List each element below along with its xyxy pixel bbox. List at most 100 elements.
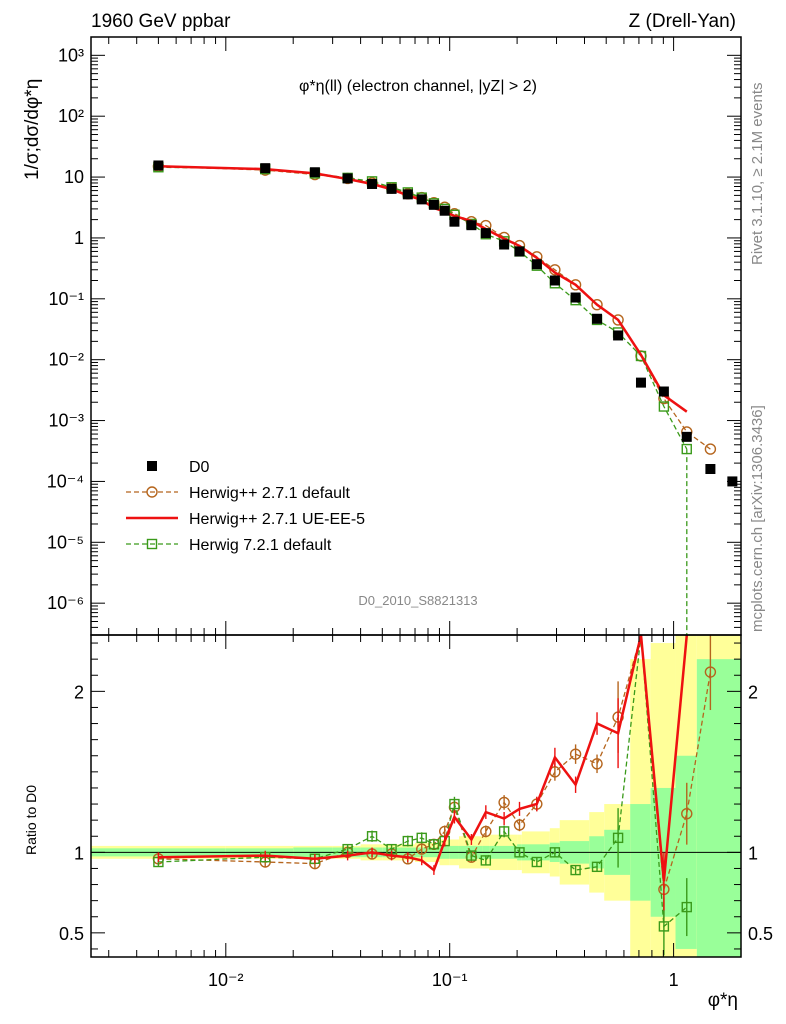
data-point — [681, 431, 692, 442]
ratio-y-tick-label-right: 1 — [748, 843, 758, 863]
main-panel-series — [152, 160, 738, 635]
main-y-axis-label: 1/σ;dσ/dφ*η — [22, 79, 43, 180]
data-point — [153, 160, 164, 171]
y-tick-label: 10⁻² — [48, 350, 84, 370]
ratio-point — [480, 825, 492, 838]
x-axis-label: φ*η — [708, 990, 738, 1011]
data-point — [613, 330, 624, 341]
data-point — [260, 163, 271, 174]
band-inner-segment — [696, 659, 741, 957]
data-point — [549, 275, 560, 286]
data-point — [499, 239, 510, 250]
legend-marker — [147, 461, 157, 471]
header-right-label: Z (Drell-Yan) — [629, 11, 736, 32]
ratio-point — [466, 850, 477, 861]
data-point — [635, 377, 646, 388]
legend-label: Herwig++ 2.7.1 default — [189, 485, 351, 502]
ratio-point — [416, 843, 428, 855]
ratio-point — [366, 831, 378, 842]
ratio-point — [681, 901, 692, 913]
ratio-point — [449, 798, 460, 810]
y-tick-label: 10 — [64, 167, 84, 187]
ratio-y-tick-label-left: 0.5 — [59, 924, 84, 944]
ratio-point — [428, 839, 440, 850]
ratio-panel-frame — [90, 634, 742, 958]
panel-title: φ*η(ll) (electron channel, |yZ| > 2) — [299, 78, 537, 95]
data-point — [658, 401, 670, 412]
data-point — [635, 350, 647, 362]
axis-tick-labels: 10⁻² 10⁻¹ 110³10²10110⁻¹10⁻²10⁻³10⁻⁴10⁻⁵10… — [47, 45, 773, 990]
ratio-point — [569, 748, 582, 760]
legend-label: Herwig 7.2.1 default — [189, 537, 332, 554]
ratio-point — [402, 835, 414, 847]
ratio-point — [531, 856, 543, 868]
watermark-label: D0_2010_S8821313 — [358, 593, 477, 608]
data-point — [416, 194, 427, 205]
ratio-point — [704, 666, 717, 678]
series-d0 — [153, 160, 738, 487]
x-tick-label: 10⁻¹ — [432, 970, 468, 990]
legend-marker — [146, 538, 158, 550]
ratio-point — [681, 808, 693, 820]
y-tick-label: 10⁻⁵ — [47, 532, 84, 552]
data-point — [342, 173, 353, 184]
ratio-y-tick-label-right: 0.5 — [748, 924, 773, 944]
data-point — [480, 228, 491, 239]
data-point — [531, 259, 542, 270]
ratio-point — [416, 832, 427, 844]
data-point — [449, 216, 460, 227]
data-point — [569, 279, 582, 291]
legend-entry: D0 — [147, 459, 210, 476]
ratio-point — [498, 826, 510, 837]
series-line — [158, 166, 688, 450]
data-point — [514, 246, 525, 257]
legend-entry: Herwig++ 2.7.1 UE-EE-5 — [126, 511, 365, 528]
y-tick-label: 10⁻⁴ — [47, 471, 84, 491]
legend: D0 Herwig++ 2.7.1 default Herwig++ 2.7.1 U… — [126, 459, 365, 554]
y-tick-label: 10⁻¹ — [48, 289, 84, 309]
rivet-label: Rivet 3.1.10, ≥ 2.1M events — [749, 83, 766, 266]
ratio-point — [612, 832, 624, 844]
ratio-point — [658, 921, 670, 932]
y-tick-label: 10² — [58, 106, 84, 126]
ratio-point — [480, 855, 492, 866]
mcplots-label: mcplots.cern.ch [arXiv:1306.3436] — [749, 405, 766, 632]
data-point — [592, 313, 603, 324]
data-point — [681, 443, 692, 455]
y-tick-label: 10⁻³ — [48, 411, 84, 431]
data-point — [466, 220, 477, 231]
legend-marker — [146, 486, 158, 498]
ratio-y-tick-label-right: 2 — [748, 682, 758, 702]
data-point — [428, 199, 439, 210]
y-tick-label: 1 — [74, 228, 84, 248]
legend-label: D0 — [189, 459, 210, 476]
y-tick-label: 10³ — [58, 45, 84, 65]
ratio-y-axis-label: Ratio to D0 — [23, 785, 39, 855]
ratio-point — [591, 861, 603, 873]
ratio-point — [591, 758, 603, 770]
data-point — [367, 178, 378, 189]
data-point — [570, 292, 581, 303]
ratio-point — [513, 819, 526, 831]
ratio-series-herwig-7-2-1-default — [153, 634, 692, 956]
legend-entry: Herwig++ 2.7.1 default — [126, 485, 351, 502]
data-point — [309, 167, 320, 178]
ratio-point — [549, 847, 561, 858]
uncertainty-bands — [91, 635, 741, 957]
ratio-series-herwig-2-7-1-ue-ee-5 — [157, 634, 689, 911]
header-left-label: 1960 GeV ppbar — [91, 11, 231, 32]
data-point — [439, 205, 450, 216]
data-point — [704, 443, 717, 455]
legend-entry: Herwig 7.2.1 default — [126, 537, 332, 554]
data-point — [705, 464, 716, 475]
y-tick-label: 10⁻⁶ — [47, 593, 84, 613]
data-point — [612, 314, 624, 326]
data-point — [658, 386, 669, 397]
ratio-y-tick-label-left: 1 — [74, 843, 84, 863]
x-tick-label: 10⁻² — [208, 970, 244, 990]
ratio-point — [570, 864, 581, 876]
ratio-point — [498, 796, 510, 809]
ratio-panel-series — [152, 634, 717, 956]
x-tick-label: 1 — [669, 970, 679, 990]
ratio-y-tick-label-left: 2 — [74, 682, 84, 702]
